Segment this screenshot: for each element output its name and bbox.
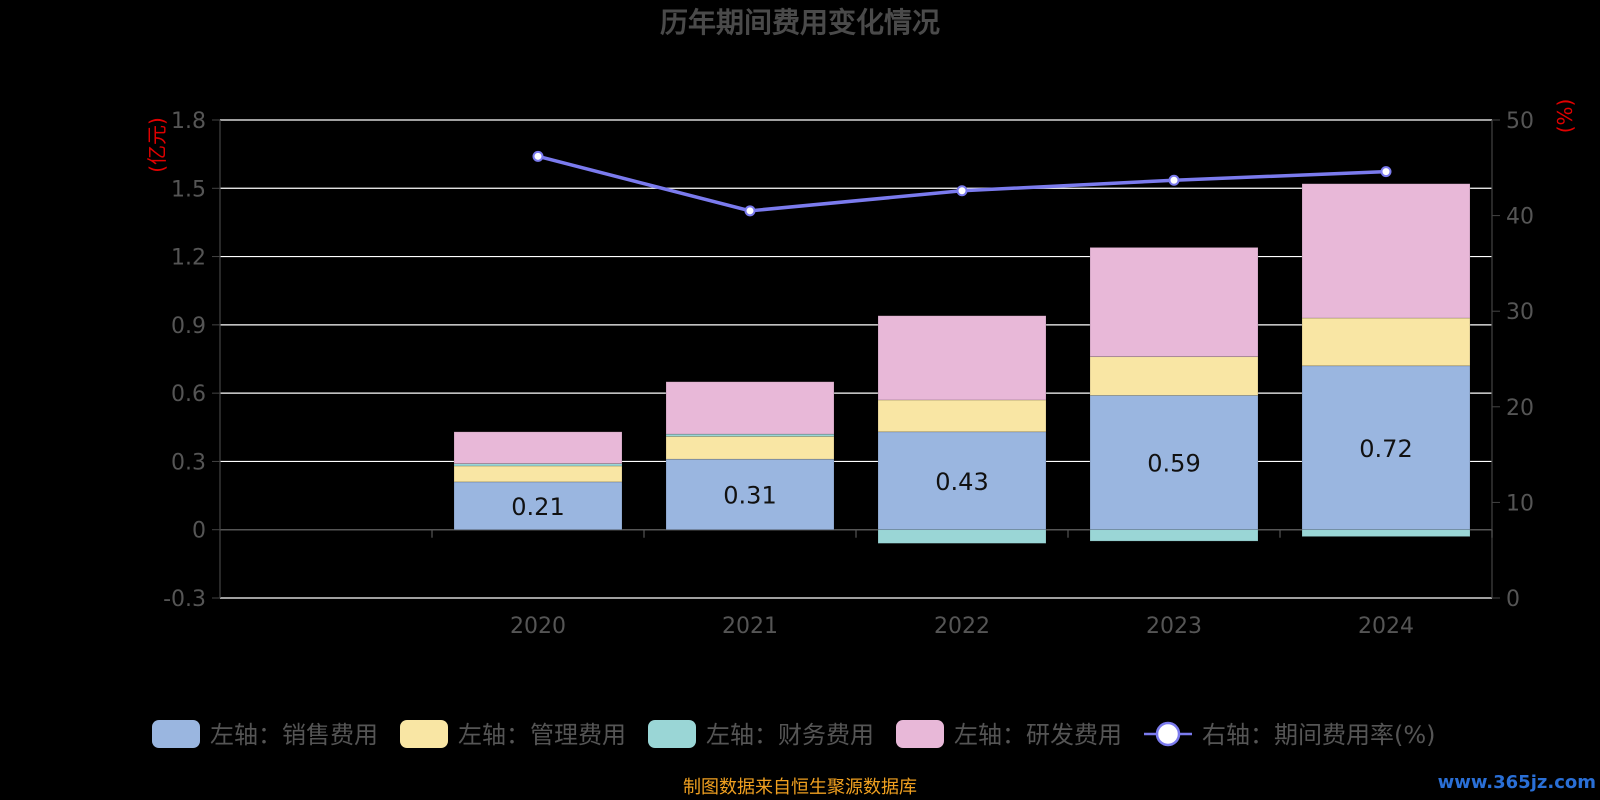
left-tick-label: 0 <box>192 519 206 544</box>
legend-swatch <box>152 720 200 748</box>
right-tick-label: 50 <box>1506 109 1534 134</box>
watermark: www.365jz.com <box>1438 772 1596 793</box>
bar-segment <box>877 399 1047 433</box>
axes: -0.3 0 0.3 0.6 0.9 1.2 1.5 1.8 0 10 20 30 40 50 2020 20… <box>163 109 1534 639</box>
legend-label: 左轴：财务费用 <box>706 721 874 749</box>
right-tick-label: 20 <box>1506 396 1534 421</box>
bar-segment <box>1301 317 1471 367</box>
bars <box>453 183 1471 544</box>
left-tick-label: 0.9 <box>171 314 206 339</box>
left-tick-label: -0.3 <box>163 587 206 612</box>
bar-segment <box>1089 395 1259 531</box>
legend-marker <box>1155 721 1181 747</box>
bar-segment <box>665 436 835 460</box>
bar-segment <box>453 431 623 465</box>
rate-point <box>532 150 544 162</box>
bar-data-label: 0.59 <box>1147 450 1200 478</box>
bar-data-label: 0.72 <box>1359 435 1412 463</box>
legend-swatch <box>400 720 448 748</box>
left-tick-label: 1.5 <box>171 177 206 202</box>
bar-segment <box>1089 529 1259 542</box>
bar-segment <box>1089 356 1259 396</box>
legend-swatch <box>896 720 944 748</box>
left-tick-label: 1.8 <box>171 109 206 134</box>
bar-segment <box>1301 529 1471 537</box>
bar-segment <box>1301 365 1471 531</box>
chart-title: 历年期间费用变化情况 <box>660 6 940 39</box>
right-tick-label: 0 <box>1506 587 1520 612</box>
right-axis-unit: (%) <box>1553 99 1577 134</box>
bar-segment <box>665 458 835 531</box>
left-tick-label: 1.2 <box>171 246 206 271</box>
rate-point <box>744 205 756 217</box>
left-axis-unit: (亿元) <box>145 117 169 173</box>
legend: 左轴：销售费用 左轴：管理费用 左轴：财务费用 左轴：研发费用 右轴：期间费用率(%) <box>152 720 1436 749</box>
legend-label: 右轴：期间费用率(%) <box>1202 721 1436 749</box>
bar-segment <box>665 381 835 435</box>
x-tick-label: 2023 <box>1146 614 1202 639</box>
x-tick-label: 2022 <box>934 614 990 639</box>
bar-segment <box>453 481 623 531</box>
left-tick-label: 0.3 <box>171 450 206 475</box>
rate-point <box>1168 174 1180 186</box>
rate-line-path <box>537 154 1387 213</box>
bar-segment <box>877 315 1047 401</box>
legend-label: 左轴：管理费用 <box>458 721 626 749</box>
bar-data-label: 0.31 <box>723 481 776 509</box>
rate-line <box>532 150 1392 217</box>
bar-data-label: 0.43 <box>935 468 988 496</box>
data-labels: 0.21 0.31 0.43 0.59 0.72 <box>511 435 1412 521</box>
bar-segment <box>877 529 1047 544</box>
right-tick-label: 30 <box>1506 300 1534 325</box>
bar-segment <box>453 465 623 483</box>
bar-segment <box>665 433 835 437</box>
rate-point <box>956 185 968 197</box>
legend-label: 左轴：销售费用 <box>210 721 378 749</box>
source-note: 制图数据来自恒生聚源数据库 <box>683 777 917 798</box>
legend-swatch <box>648 720 696 748</box>
bar-data-label: 0.21 <box>511 493 564 521</box>
bar-segment <box>1301 183 1471 319</box>
grid <box>220 119 1492 599</box>
rate-point <box>1380 166 1392 178</box>
right-tick-label: 10 <box>1506 491 1534 516</box>
right-tick-label: 40 <box>1506 205 1534 230</box>
bar-segment <box>1089 247 1259 358</box>
x-tick-label: 2021 <box>722 614 778 639</box>
bar-segment <box>453 463 623 467</box>
legend-label: 左轴：研发费用 <box>954 721 1122 749</box>
x-tick-label: 2024 <box>1358 614 1414 639</box>
left-tick-label: 0.6 <box>171 382 206 407</box>
x-tick-label: 2020 <box>510 614 566 639</box>
